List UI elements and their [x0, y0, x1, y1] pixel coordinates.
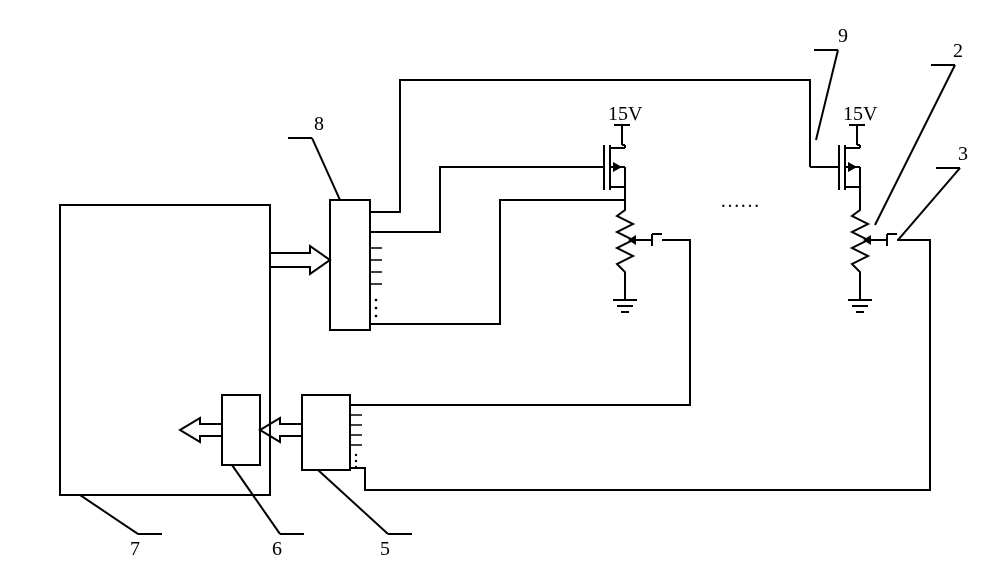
- callout-6: 6: [272, 538, 282, 560]
- wire-left-wiper-to-5: [350, 240, 690, 405]
- callout-9: 9: [838, 25, 848, 47]
- block-5-pins: [350, 415, 362, 468]
- block-8: [330, 200, 370, 330]
- callout-8: 8: [314, 113, 324, 135]
- callout-7: 7: [130, 538, 140, 560]
- callout-5: 5: [380, 538, 390, 560]
- wire-right-wiper-to-5: [350, 240, 930, 490]
- vcc-label-left: 15V: [608, 103, 643, 125]
- vcc-label-right: 15V: [843, 103, 878, 125]
- stage-ellipsis: ……: [720, 190, 760, 212]
- wire-8-to-left-sense: [370, 200, 625, 324]
- bus-arrow-controller-to-8: [270, 246, 330, 274]
- callout-2: 2: [953, 40, 963, 62]
- block-5: [302, 395, 350, 470]
- block-8-pins: [370, 248, 382, 317]
- callout-3: 3: [958, 143, 968, 165]
- block-6: [222, 395, 260, 465]
- mosfet-stage-left: 15V: [580, 103, 662, 312]
